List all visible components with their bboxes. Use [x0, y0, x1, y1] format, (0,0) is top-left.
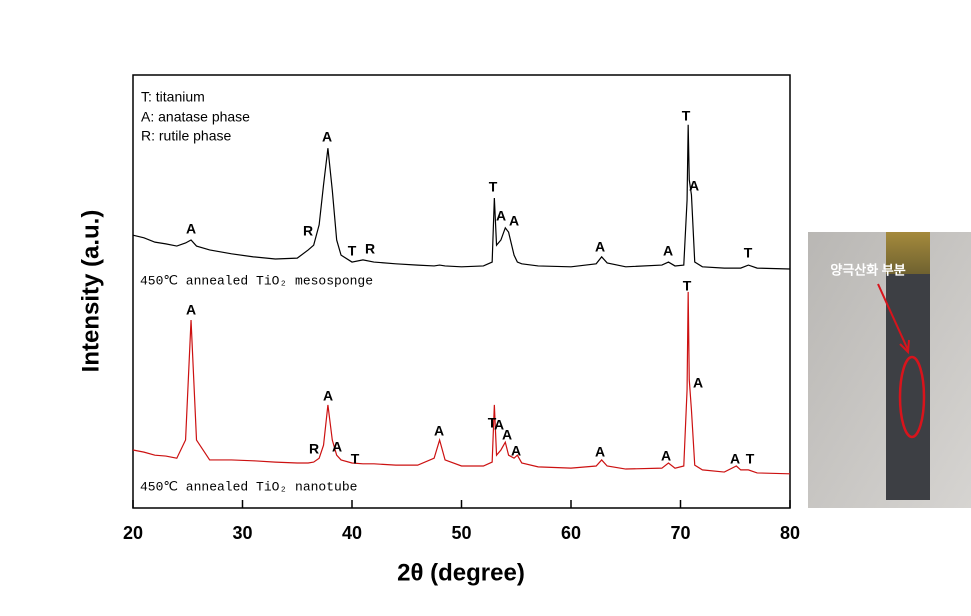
arrow [877, 283, 909, 351]
arrow-head [899, 339, 910, 355]
peak-label: A [663, 243, 673, 259]
photo-label: 양극산화 부분 [830, 262, 905, 277]
peak-label: A [496, 208, 506, 224]
peak-label: R [365, 241, 375, 257]
peak-label: A [186, 221, 196, 237]
peak-label: T [746, 451, 755, 467]
peak-label: T [682, 108, 691, 124]
x-tick-label: 20 [123, 523, 143, 543]
x-tick-label: 60 [561, 523, 581, 543]
y-axis-label: Intensity (a.u.) [77, 210, 104, 373]
peak-label: A [511, 443, 521, 459]
peak-label: A [693, 375, 703, 391]
x-axis-label: 2θ (degree) [397, 559, 525, 586]
peak-label: A [689, 178, 699, 194]
peak-label: A [595, 444, 605, 460]
series-line [132, 291, 791, 475]
peak-label: A [595, 239, 605, 255]
series-line [132, 124, 791, 270]
peak-label: A [661, 448, 671, 464]
peak-label: T [348, 243, 357, 259]
peak-label: A [323, 388, 333, 404]
strip-top [886, 232, 930, 274]
region-marker [898, 355, 926, 439]
peak-label: A [434, 423, 444, 439]
legend-line: A: anatase phase [141, 109, 250, 125]
peak-label: T [683, 278, 692, 294]
peak-label: A [332, 439, 342, 455]
photo: 양극산화 부분 [808, 232, 971, 508]
x-tick-label: 50 [451, 523, 471, 543]
peak-label: R [309, 441, 319, 457]
x-tick-label: 70 [670, 523, 690, 543]
peak-label: A [509, 213, 519, 229]
peak-label: T [488, 415, 497, 431]
peak-label: T [351, 451, 360, 467]
x-tick-label: 80 [780, 523, 800, 543]
peak-label: A [502, 427, 512, 443]
peak-label: T [744, 245, 753, 261]
legend-line: R: rutile phase [141, 128, 231, 144]
legend-line: T: titanium [141, 89, 205, 105]
peak-label: T [489, 179, 498, 195]
peak-label: R [303, 223, 313, 239]
peak-label: A [322, 129, 332, 145]
peak-label: A [186, 302, 196, 318]
series-label: 450℃ annealed TiO₂ nanotube [140, 479, 357, 494]
x-tick-label: 40 [342, 523, 362, 543]
peak-label: A [730, 451, 740, 467]
x-tick-label: 30 [232, 523, 252, 543]
series-label: 450℃ annealed TiO₂ mesosponge [140, 273, 373, 288]
peak-label: A [494, 417, 504, 433]
